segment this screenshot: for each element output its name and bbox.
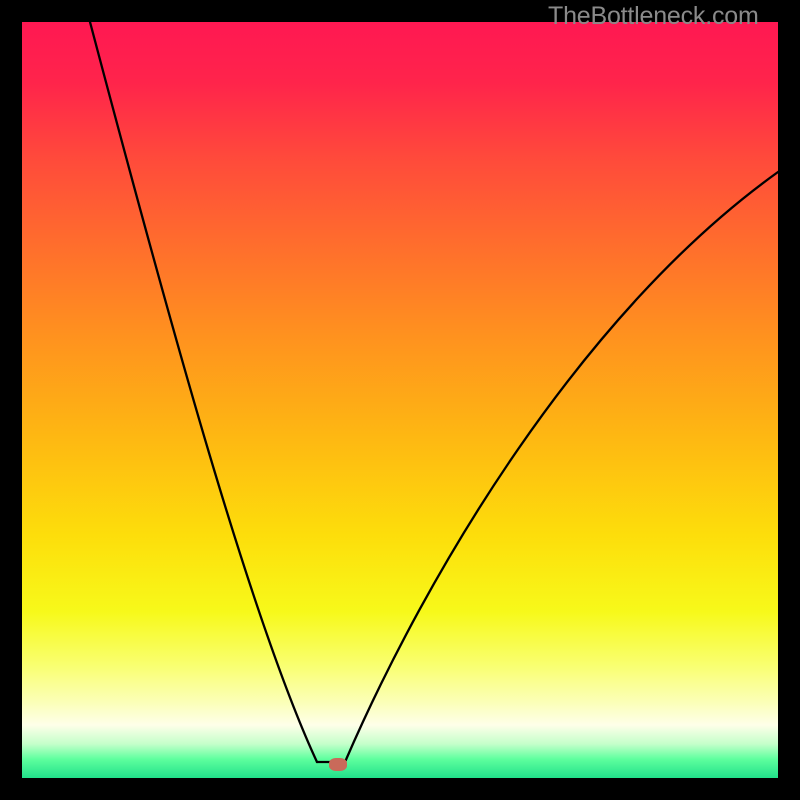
plot-area	[22, 22, 778, 778]
bottleneck-curve-right	[345, 172, 778, 762]
optimum-marker	[329, 758, 347, 771]
watermark-text: TheBottleneck.com	[548, 2, 759, 31]
bottleneck-curve-left	[90, 22, 317, 762]
chart-container: TheBottleneck.com	[0, 0, 800, 800]
curve-layer	[22, 22, 778, 778]
